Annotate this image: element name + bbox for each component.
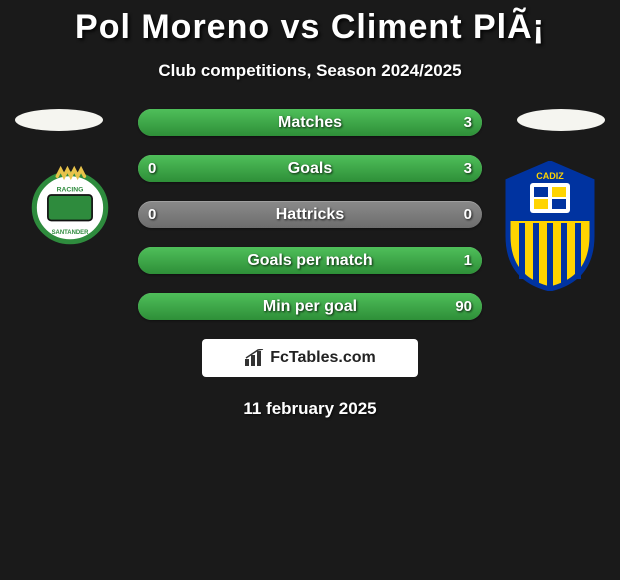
brand-text: FcTables.com [270, 349, 376, 367]
stat-label: Matches [138, 109, 482, 136]
comparison-panel: RACING SANTANDER CADIZ [0, 109, 620, 419]
racing-santander-crest-icon: RACING SANTANDER [20, 161, 120, 246]
stat-value-right: 0 [464, 201, 472, 228]
footer-date: 11 february 2025 [0, 399, 620, 419]
stat-row-hattricks: 0 Hattricks 0 [138, 201, 482, 228]
stat-value-right: 3 [464, 155, 472, 182]
stat-label: Min per goal [138, 293, 482, 320]
player-photo-right-placeholder [517, 109, 605, 131]
stat-row-matches: Matches 3 [138, 109, 482, 136]
bar-chart-icon [244, 349, 264, 367]
stat-bars: Matches 3 0 Goals 3 0 Hattricks 0 Goals … [138, 109, 482, 320]
stat-value-right: 90 [455, 293, 472, 320]
page-subtitle: Club competitions, Season 2024/2025 [0, 61, 620, 81]
stat-label: Hattricks [138, 201, 482, 228]
cadiz-cf-crest-icon: CADIZ [500, 161, 600, 291]
stat-value-right: 3 [464, 109, 472, 136]
stat-row-min-per-goal: Min per goal 90 [138, 293, 482, 320]
svg-text:SANTANDER: SANTANDER [52, 230, 90, 236]
stat-row-goals-per-match: Goals per match 1 [138, 247, 482, 274]
player-photo-left-placeholder [15, 109, 103, 131]
svg-text:CADIZ: CADIZ [536, 171, 564, 181]
stat-value-right: 1 [464, 247, 472, 274]
stat-row-goals: 0 Goals 3 [138, 155, 482, 182]
brand-badge: FcTables.com [202, 339, 418, 377]
stat-label: Goals [138, 155, 482, 182]
club-crest-left: RACING SANTANDER [20, 161, 120, 246]
svg-text:RACING: RACING [57, 187, 84, 194]
page-title: Pol Moreno vs Climent PlÃ¡ [0, 0, 620, 47]
stat-label: Goals per match [138, 247, 482, 274]
club-crest-right: CADIZ [500, 161, 600, 291]
